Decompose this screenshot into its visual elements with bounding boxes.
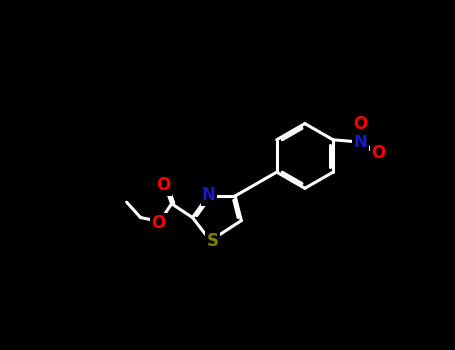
Text: N: N	[202, 186, 216, 204]
Text: O: O	[371, 144, 386, 162]
Text: O: O	[354, 116, 368, 133]
Text: S: S	[207, 232, 219, 251]
Text: O: O	[156, 176, 170, 194]
Text: O: O	[151, 214, 166, 232]
Text: N: N	[354, 133, 368, 151]
